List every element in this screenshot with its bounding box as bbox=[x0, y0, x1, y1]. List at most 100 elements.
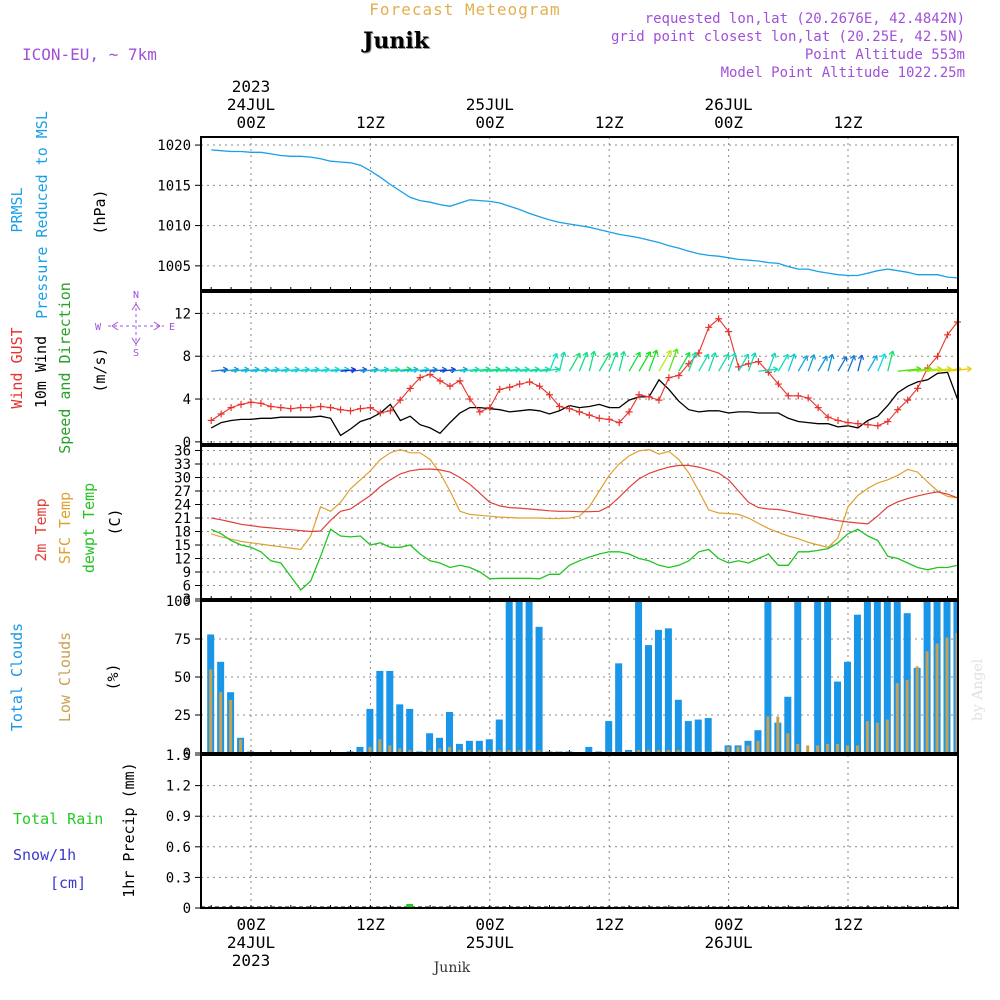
gust-marker bbox=[794, 392, 802, 400]
low-cloud-bar bbox=[239, 739, 243, 753]
wind-arrow-head bbox=[750, 352, 757, 358]
gust-marker bbox=[257, 399, 265, 407]
wind-arrow bbox=[320, 368, 340, 372]
bottom-hour: 00Z bbox=[475, 915, 504, 934]
ytick-label: 0 bbox=[183, 746, 191, 762]
gust-marker bbox=[416, 374, 424, 382]
gust-marker bbox=[914, 384, 922, 392]
top-hour: 00Z bbox=[237, 113, 266, 132]
low-cloud-bar bbox=[766, 716, 770, 753]
gust-marker bbox=[625, 408, 633, 416]
credit-watermark: by Angel bbox=[970, 658, 986, 721]
top-date: 25JUL bbox=[466, 95, 514, 114]
ytick-label: 4 bbox=[183, 392, 191, 408]
wind-arrow bbox=[380, 368, 400, 372]
low-cloud-bar bbox=[656, 749, 660, 753]
total-cloud-bar bbox=[615, 663, 623, 753]
ytick-label: 1005 bbox=[157, 259, 191, 275]
wind-labels: Wind GUST 10m Wind Speed and Direction (… bbox=[8, 282, 175, 454]
wind-arrow bbox=[360, 368, 379, 372]
gust-marker bbox=[595, 414, 603, 422]
total-cloud-bar bbox=[645, 645, 652, 753]
gust-marker bbox=[247, 398, 255, 406]
bottom-date: 26JUL bbox=[705, 933, 753, 952]
model-altitude: Model Point Altitude 1022.25m bbox=[721, 65, 965, 81]
gust-marker bbox=[585, 411, 593, 419]
low-cloud-bar bbox=[378, 739, 382, 753]
wind-arrow bbox=[568, 352, 581, 372]
compass-s: S bbox=[133, 348, 139, 359]
wind-arrow bbox=[588, 351, 595, 372]
ytick-label: 1010 bbox=[157, 219, 191, 235]
gust-marker bbox=[824, 413, 832, 421]
wind-label: 10m Wind bbox=[32, 336, 50, 408]
wind-arrow bbox=[578, 352, 588, 372]
low-clouds-label: Low Clouds bbox=[56, 632, 74, 722]
wind-arrow bbox=[877, 353, 886, 372]
gust-marker bbox=[854, 420, 862, 428]
ytick-label: 30 bbox=[174, 471, 191, 487]
wind-arrow bbox=[548, 353, 558, 372]
ytick-label: 1015 bbox=[157, 178, 191, 194]
gust-marker bbox=[575, 408, 583, 416]
location-title: Junik bbox=[361, 28, 430, 54]
wind-arrow-head bbox=[652, 349, 659, 356]
wind-arrow bbox=[280, 368, 300, 372]
ytick-label: 21 bbox=[174, 511, 191, 527]
wind-compass: N S W E bbox=[95, 290, 175, 359]
ytick-label: 0.9 bbox=[166, 809, 191, 825]
wind-arrow bbox=[430, 368, 447, 372]
gust-marker bbox=[476, 408, 484, 416]
wind-arrow bbox=[400, 368, 419, 372]
wind-arrow-head bbox=[684, 351, 691, 358]
gust-marker bbox=[834, 416, 842, 424]
temp-unit: (C) bbox=[106, 508, 124, 535]
ytick-label: 33 bbox=[174, 457, 191, 473]
low-cloud-bar bbox=[388, 745, 392, 753]
low-cloud-bar bbox=[806, 745, 810, 753]
gust-marker bbox=[436, 377, 444, 385]
total-cloud-bar bbox=[505, 601, 513, 753]
panel-wind: 0 4 8 12 bbox=[174, 291, 972, 451]
total-cloud-bar bbox=[376, 670, 384, 753]
snow-unit: [cm] bbox=[50, 874, 86, 892]
total-cloud-bar bbox=[436, 737, 444, 753]
wind-arrow bbox=[837, 356, 848, 372]
ytick-label: 24 bbox=[174, 498, 191, 514]
total-cloud-bar bbox=[664, 628, 672, 753]
wind-arrow-head bbox=[703, 353, 710, 360]
gust-marker bbox=[635, 391, 643, 399]
wind-arrow bbox=[558, 351, 565, 372]
total-cloud-bar bbox=[475, 740, 483, 753]
low-cloud-bar bbox=[497, 749, 501, 753]
pressure-line bbox=[211, 149, 958, 279]
gust-marker bbox=[605, 415, 613, 423]
wind-arrow bbox=[221, 368, 239, 372]
wind-arrow bbox=[270, 368, 290, 372]
wind-arrow-head bbox=[552, 352, 559, 359]
chart-title: Forecast Meteogram bbox=[369, 0, 560, 19]
wind-arrow bbox=[727, 352, 736, 372]
requested-coords: requested lon,lat (20.2676E, 42.4842N) bbox=[645, 11, 965, 27]
wind-arrow bbox=[459, 368, 480, 372]
low-cloud-bar bbox=[796, 743, 800, 753]
total-cloud-bar bbox=[764, 601, 772, 753]
wind-arrow bbox=[330, 368, 349, 372]
total-cloud-bar bbox=[674, 699, 682, 753]
wind-unit: (m/s) bbox=[91, 347, 109, 392]
wind-arrow bbox=[290, 368, 310, 372]
wind-arrow-head bbox=[888, 350, 896, 356]
gust-marker bbox=[725, 328, 733, 336]
bottom-date: 25JUL bbox=[466, 933, 514, 952]
compass-n: N bbox=[133, 290, 139, 301]
low-cloud-bar bbox=[935, 643, 939, 753]
wind-arrow-head bbox=[790, 353, 797, 359]
gust-marker bbox=[774, 380, 782, 388]
ytick-label: 1.5 bbox=[166, 748, 191, 764]
wind-arrow bbox=[847, 355, 855, 372]
wind-arrow-head bbox=[809, 354, 816, 360]
ytick-label: 3 bbox=[183, 592, 191, 608]
wind-arrow bbox=[668, 348, 678, 372]
